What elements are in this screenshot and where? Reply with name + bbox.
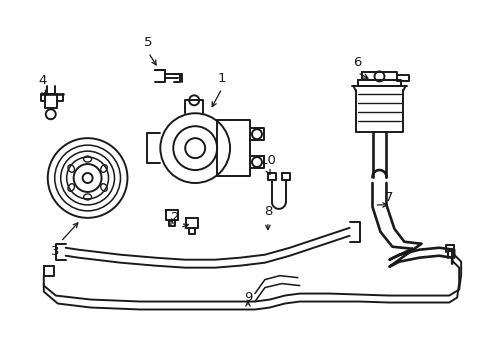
Text: 7: 7	[385, 192, 393, 204]
Text: 6: 6	[353, 56, 361, 69]
Text: 2: 2	[171, 211, 179, 224]
Text: 3: 3	[51, 245, 60, 258]
Text: 8: 8	[263, 205, 271, 219]
Text: 1: 1	[217, 72, 226, 85]
Text: 9: 9	[244, 291, 252, 304]
Text: 4: 4	[39, 74, 47, 87]
Text: 5: 5	[144, 36, 152, 49]
Text: 10: 10	[259, 154, 276, 167]
